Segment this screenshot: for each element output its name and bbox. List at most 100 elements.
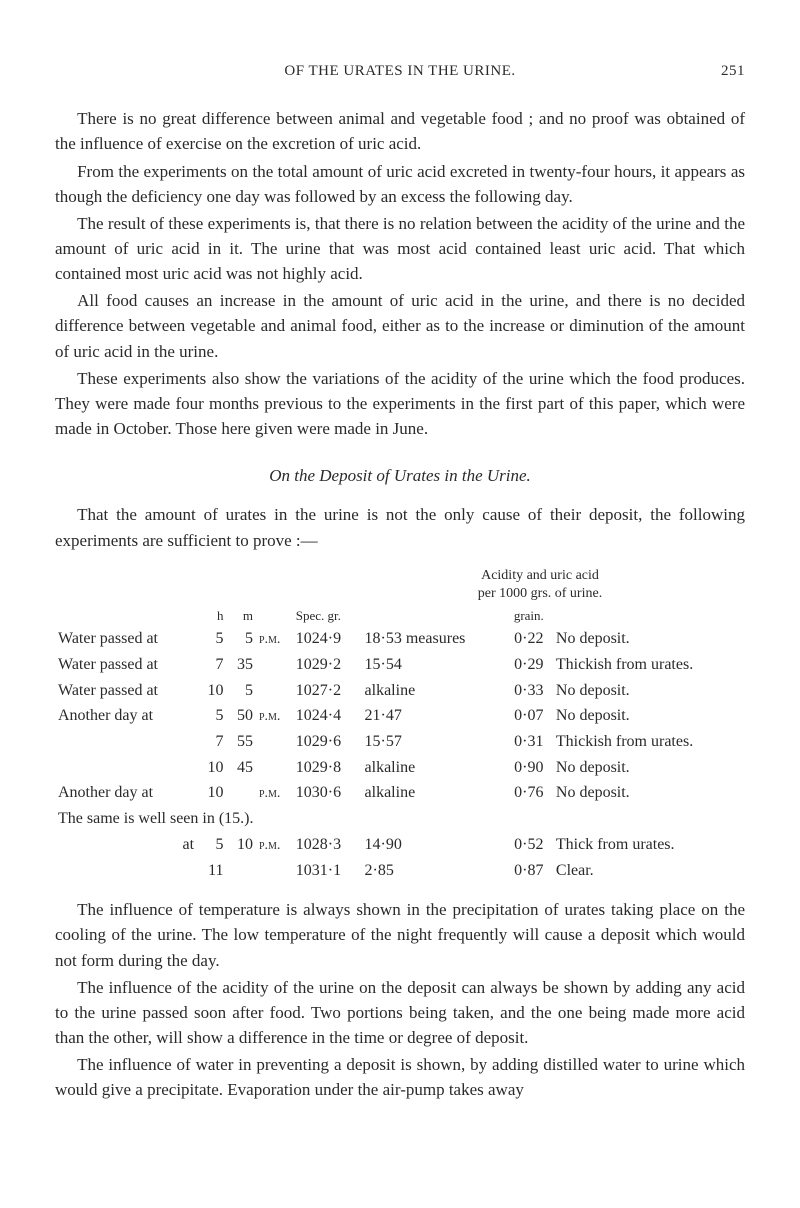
row-desc: Another day at [55, 703, 197, 729]
row-min [227, 780, 256, 806]
row-hour: 11 [197, 858, 226, 884]
row-measure: 15·57 [362, 729, 505, 755]
row-note: No deposit. [553, 780, 745, 806]
row-min: 5 [227, 626, 256, 652]
table-row: 111031·12·850·87Clear. [55, 858, 745, 884]
row-measure: alkaline [362, 755, 505, 781]
running-title: OF THE URATES IN THE URINE. [55, 60, 695, 82]
body-paragraph: The influence of the acidity of the urin… [55, 975, 745, 1050]
table-row: 7551029·615·570·31Thickish from urates. [55, 729, 745, 755]
body-paragraph: The influence of temperature is always s… [55, 897, 745, 972]
table-row: 1045 1029·8alkaline0·90No deposit. [55, 755, 745, 781]
row-acidity: 0·22 [505, 626, 553, 652]
row-ampm [256, 652, 293, 678]
running-header: OF THE URATES IN THE URINE. 251 [55, 60, 745, 82]
same-line: The same is well seen in (15.). [55, 806, 745, 832]
row-ampm [256, 678, 293, 704]
row-ampm: p.m. [256, 703, 293, 729]
row-desc [55, 755, 197, 781]
body-paragraph: From the experiments on the total amount… [55, 159, 745, 209]
table-row: Another day at550p.m.1024·421·470·07No d… [55, 703, 745, 729]
row-desc: at [55, 832, 197, 858]
body-paragraph: All food causes an increase in the amoun… [55, 288, 745, 363]
row-acidity: 0·76 [505, 780, 553, 806]
row-min: 45 [227, 755, 256, 781]
caption-line: per 1000 grs. of urine. [478, 586, 602, 601]
row-hour: 10 [197, 780, 226, 806]
row-note: No deposit. [553, 703, 745, 729]
row-ampm [256, 755, 293, 781]
row-ampm [256, 729, 293, 755]
table-caption: Acidity and uric acid per 1000 grs. of u… [55, 567, 745, 603]
table-row: Water passed at735 1029·215·540·29Thickis… [55, 652, 745, 678]
row-desc: Another day at [55, 780, 197, 806]
row-note: Thickish from urates. [553, 729, 745, 755]
row-acidity: 0·52 [505, 832, 553, 858]
col-m: m [227, 605, 256, 626]
row-hour: 7 [197, 729, 226, 755]
table-header-row: h m Spec. gr. grain. [55, 605, 745, 626]
row-min: 5 [227, 678, 256, 704]
row-desc: Water passed at [55, 626, 197, 652]
row-ampm: p.m. [256, 626, 293, 652]
row-specgr: 1029·2 [293, 652, 362, 678]
body-paragraph: These experiments also show the variatio… [55, 366, 745, 441]
body-paragraph: There is no great difference between ani… [55, 106, 745, 156]
row-min: 35 [227, 652, 256, 678]
row-min: 50 [227, 703, 256, 729]
row-acidity: 0·33 [505, 678, 553, 704]
table-row: Water passed at105 1027·2alkaline0·33No d… [55, 678, 745, 704]
row-ampm: p.m. [256, 832, 293, 858]
table-row: Water passed at55p.m.1024·918·53 measure… [55, 626, 745, 652]
body-paragraph: The result of these experiments is, that… [55, 211, 745, 286]
row-acidity: 0·90 [505, 755, 553, 781]
table-divider-row: The same is well seen in (15.). [55, 806, 745, 832]
caption-line: Acidity and uric acid [481, 568, 599, 583]
row-desc: Water passed at [55, 652, 197, 678]
row-measure: 21·47 [362, 703, 505, 729]
row-min [227, 858, 256, 884]
row-measure: alkaline [362, 780, 505, 806]
urates-table: h m Spec. gr. grain. Water passed at55p.… [55, 605, 745, 883]
row-hour: 7 [197, 652, 226, 678]
row-specgr: 1024·4 [293, 703, 362, 729]
row-acidity: 0·29 [505, 652, 553, 678]
table-row: at510p.m.1028·314·900·52Thick from urate… [55, 832, 745, 858]
row-min: 10 [227, 832, 256, 858]
row-min: 55 [227, 729, 256, 755]
row-measure: 2·85 [362, 858, 505, 884]
body-paragraph: That the amount of urates in the urine i… [55, 502, 745, 552]
row-note: Thick from urates. [553, 832, 745, 858]
section-title: On the Deposit of Urates in the Urine. [55, 463, 745, 488]
col-h: h [197, 605, 226, 626]
row-note: No deposit. [553, 755, 745, 781]
row-measure: alkaline [362, 678, 505, 704]
row-measure: 15·54 [362, 652, 505, 678]
row-hour: 10 [197, 755, 226, 781]
row-hour: 10 [197, 678, 226, 704]
row-hour: 5 [197, 832, 226, 858]
col-spec: Spec. gr. [293, 605, 362, 626]
row-acidity: 0·07 [505, 703, 553, 729]
row-specgr: 1030·6 [293, 780, 362, 806]
row-desc [55, 858, 197, 884]
row-ampm [256, 858, 293, 884]
row-specgr: 1028·3 [293, 832, 362, 858]
page-number: 251 [695, 60, 745, 82]
row-measure: 14·90 [362, 832, 505, 858]
row-note: Clear. [553, 858, 745, 884]
row-note: Thickish from urates. [553, 652, 745, 678]
row-hour: 5 [197, 703, 226, 729]
body-paragraph: The influence of water in preventing a d… [55, 1052, 745, 1102]
row-specgr: 1024·9 [293, 626, 362, 652]
row-specgr: 1027·2 [293, 678, 362, 704]
row-specgr: 1029·8 [293, 755, 362, 781]
row-acidity: 0·31 [505, 729, 553, 755]
row-hour: 5 [197, 626, 226, 652]
col-grain: grain. [505, 605, 553, 626]
row-desc [55, 729, 197, 755]
row-note: No deposit. [553, 678, 745, 704]
row-note: No deposit. [553, 626, 745, 652]
row-desc: Water passed at [55, 678, 197, 704]
row-ampm: p.m. [256, 780, 293, 806]
